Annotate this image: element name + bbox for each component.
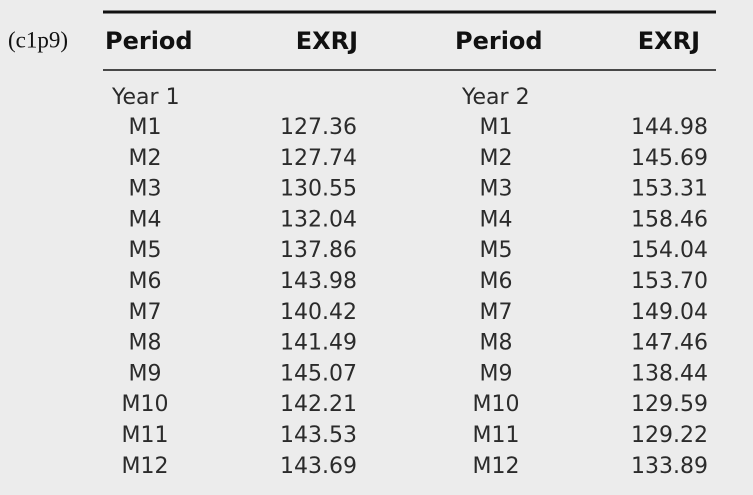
value-cell: 143.53 [280, 423, 357, 448]
period-cell: M2 [480, 146, 513, 171]
period-cell: M10 [473, 392, 520, 417]
period-cell: M6 [480, 269, 513, 294]
period-cell: M5 [129, 238, 162, 263]
period-cell: M12 [473, 454, 520, 479]
period-cell: M5 [480, 238, 513, 263]
value-cell: 154.04 [631, 238, 708, 263]
problem-label: (c1p9) [8, 27, 68, 52]
group-title: Year 1 [111, 85, 180, 110]
value-cell: 153.70 [631, 269, 708, 294]
value-cell: 127.74 [280, 146, 357, 171]
value-cell: 145.69 [631, 146, 708, 171]
column-header: EXRJ [638, 27, 700, 55]
column-header: Period [455, 27, 543, 55]
period-cell: M8 [129, 331, 162, 356]
value-cell: 132.04 [280, 207, 357, 232]
value-cell: 149.04 [631, 300, 708, 325]
period-cell: M8 [480, 331, 513, 356]
period-cell: M12 [122, 454, 169, 479]
value-cell: 137.86 [280, 238, 357, 263]
period-cell: M1 [480, 115, 513, 140]
value-cell: 145.07 [280, 361, 357, 386]
value-cell: 142.21 [280, 392, 357, 417]
period-cell: M2 [129, 146, 162, 171]
value-cell: 153.31 [631, 177, 708, 202]
period-cell: M9 [480, 361, 513, 386]
value-cell: 140.42 [280, 300, 357, 325]
period-cell: M1 [129, 115, 162, 140]
period-cell: M6 [129, 269, 162, 294]
value-cell: 127.36 [280, 115, 357, 140]
period-cell: M7 [129, 300, 162, 325]
value-cell: 158.46 [631, 207, 708, 232]
period-cell: M11 [122, 423, 169, 448]
value-cell: 141.49 [280, 331, 357, 356]
value-cell: 144.98 [631, 115, 708, 140]
value-cell: 147.46 [631, 331, 708, 356]
group-title: Year 2 [461, 85, 530, 110]
period-cell: M9 [129, 361, 162, 386]
value-cell: 129.59 [631, 392, 708, 417]
period-cell: M7 [480, 300, 513, 325]
value-cell: 143.98 [280, 269, 357, 294]
table: Period EXRJ Period EXRJ Year 1 M1 127.36 M2 127.… [105, 27, 708, 479]
column-header: Period [105, 27, 193, 55]
value-cell: 133.89 [631, 454, 708, 479]
value-cell: 143.69 [280, 454, 357, 479]
value-cell: 138.44 [631, 361, 708, 386]
period-cell: M3 [129, 177, 162, 202]
period-cell: M10 [122, 392, 169, 417]
value-cell: 130.55 [280, 177, 357, 202]
period-cell: M4 [480, 207, 513, 232]
value-cell: 129.22 [631, 423, 708, 448]
period-cell: M3 [480, 177, 513, 202]
period-cell: M4 [129, 207, 162, 232]
column-header: EXRJ [296, 27, 358, 55]
period-cell: M11 [473, 423, 520, 448]
